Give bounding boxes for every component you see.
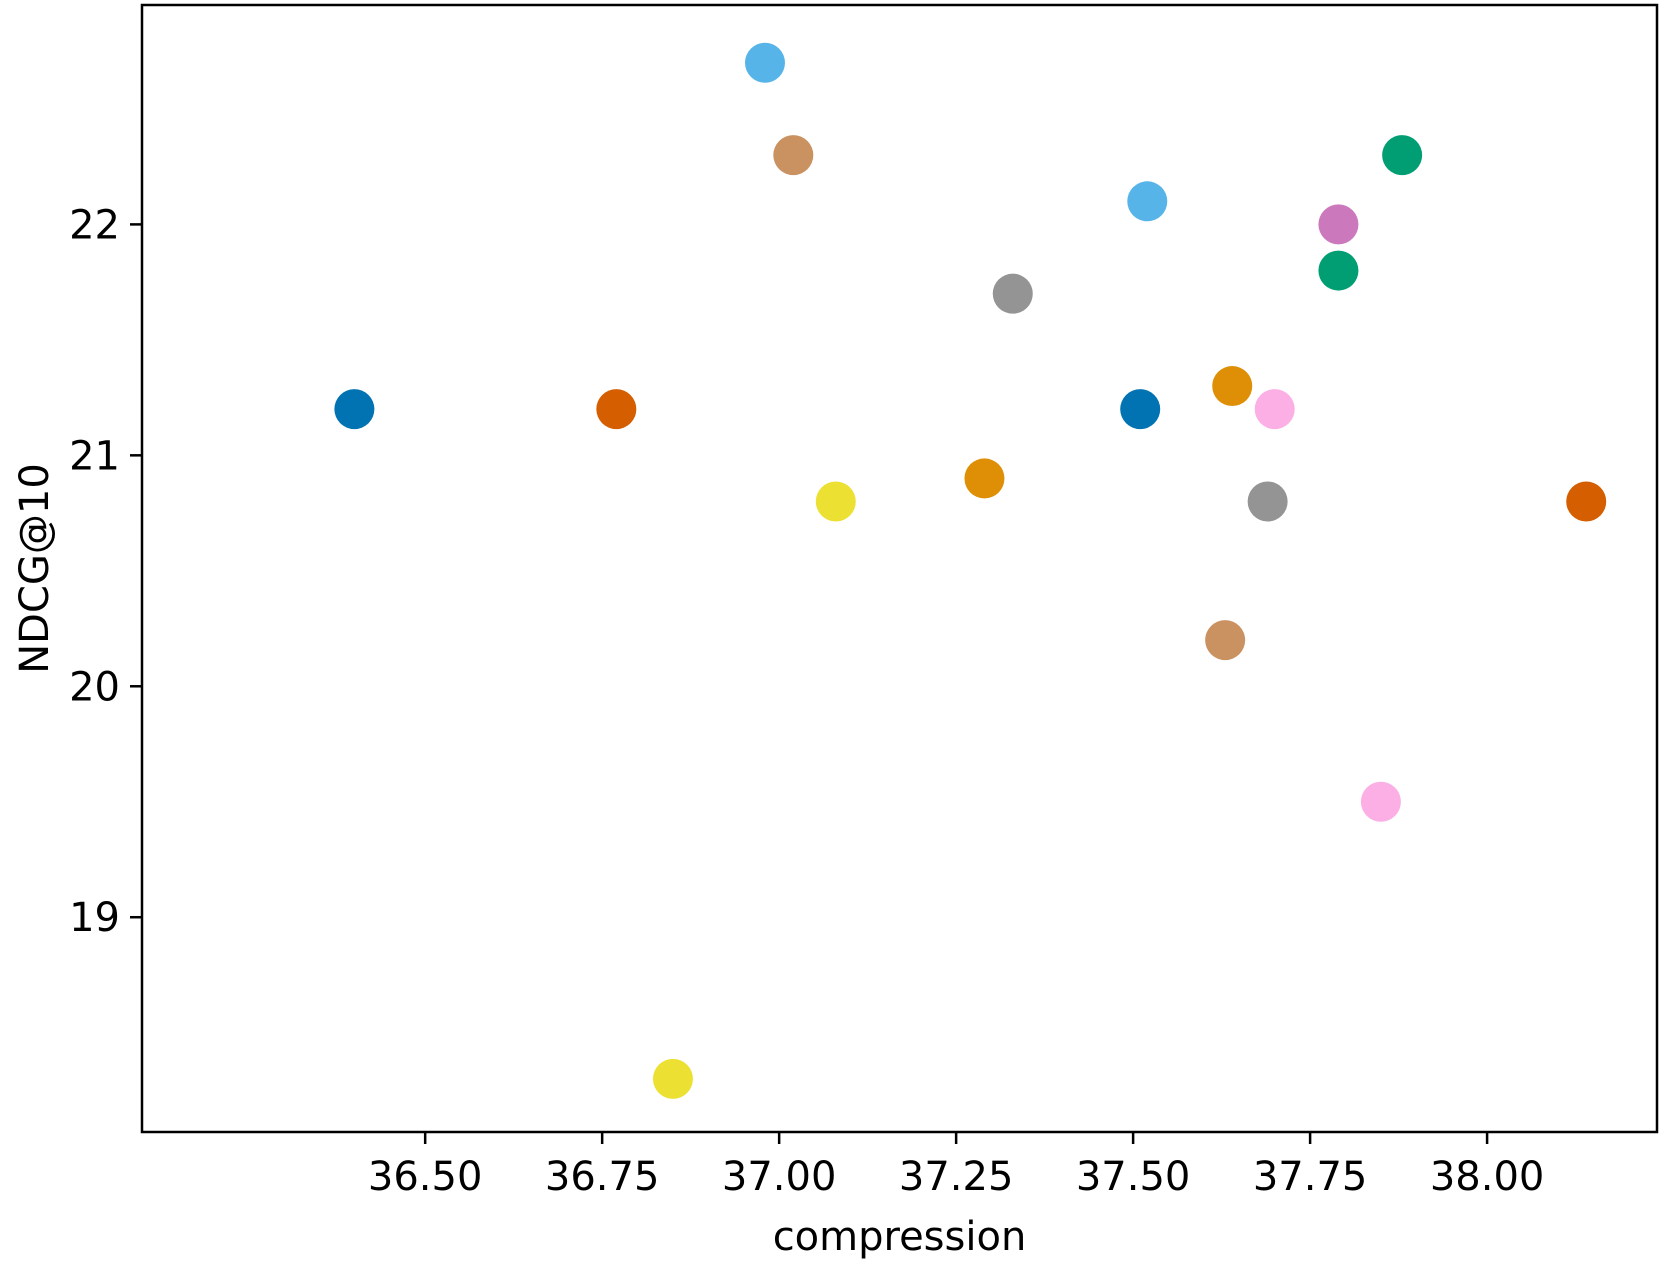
data-point [1318,250,1359,291]
x-tick-label: 37.75 [1253,1154,1368,1200]
y-tick-label: 22 [69,202,120,248]
y-tick-label: 19 [69,895,120,941]
y-tick-label: 21 [69,433,120,479]
plot-frame [140,3,1659,1134]
x-axis-label: compression [773,1214,1027,1260]
y-axis-ticks: 19 20 21 22 [69,202,142,941]
x-tick-label: 37.50 [1076,1154,1191,1200]
data-point [596,389,637,430]
data-point [1318,204,1359,245]
data-point [1205,620,1246,661]
data-point [1120,389,1161,430]
y-tick-label: 20 [69,664,120,710]
x-axis-ticks: 36.50 36.75 37.00 37.25 37.50 37.75 38.00 [368,1132,1544,1200]
x-tick-label: 36.75 [545,1154,660,1200]
data-point [1382,135,1423,176]
x-tick-label: 37.25 [899,1154,1014,1200]
data-point [773,135,814,176]
data-point [334,389,375,430]
y-axis-label: NDCG@10 [12,463,58,674]
data-point [652,1058,693,1099]
data-point [964,458,1005,499]
data-point [1360,781,1401,822]
data-point [744,42,785,83]
x-tick-label: 37.00 [722,1154,837,1200]
data-point [1247,481,1288,522]
x-tick-label: 38.00 [1430,1154,1545,1200]
x-tick-label: 36.50 [368,1154,483,1200]
data-point [1254,389,1295,430]
data-point [815,481,856,522]
data-points [334,42,1607,1099]
data-point [1212,366,1253,407]
data-point [1127,181,1168,222]
data-point [992,273,1033,314]
data-point [1566,481,1607,522]
